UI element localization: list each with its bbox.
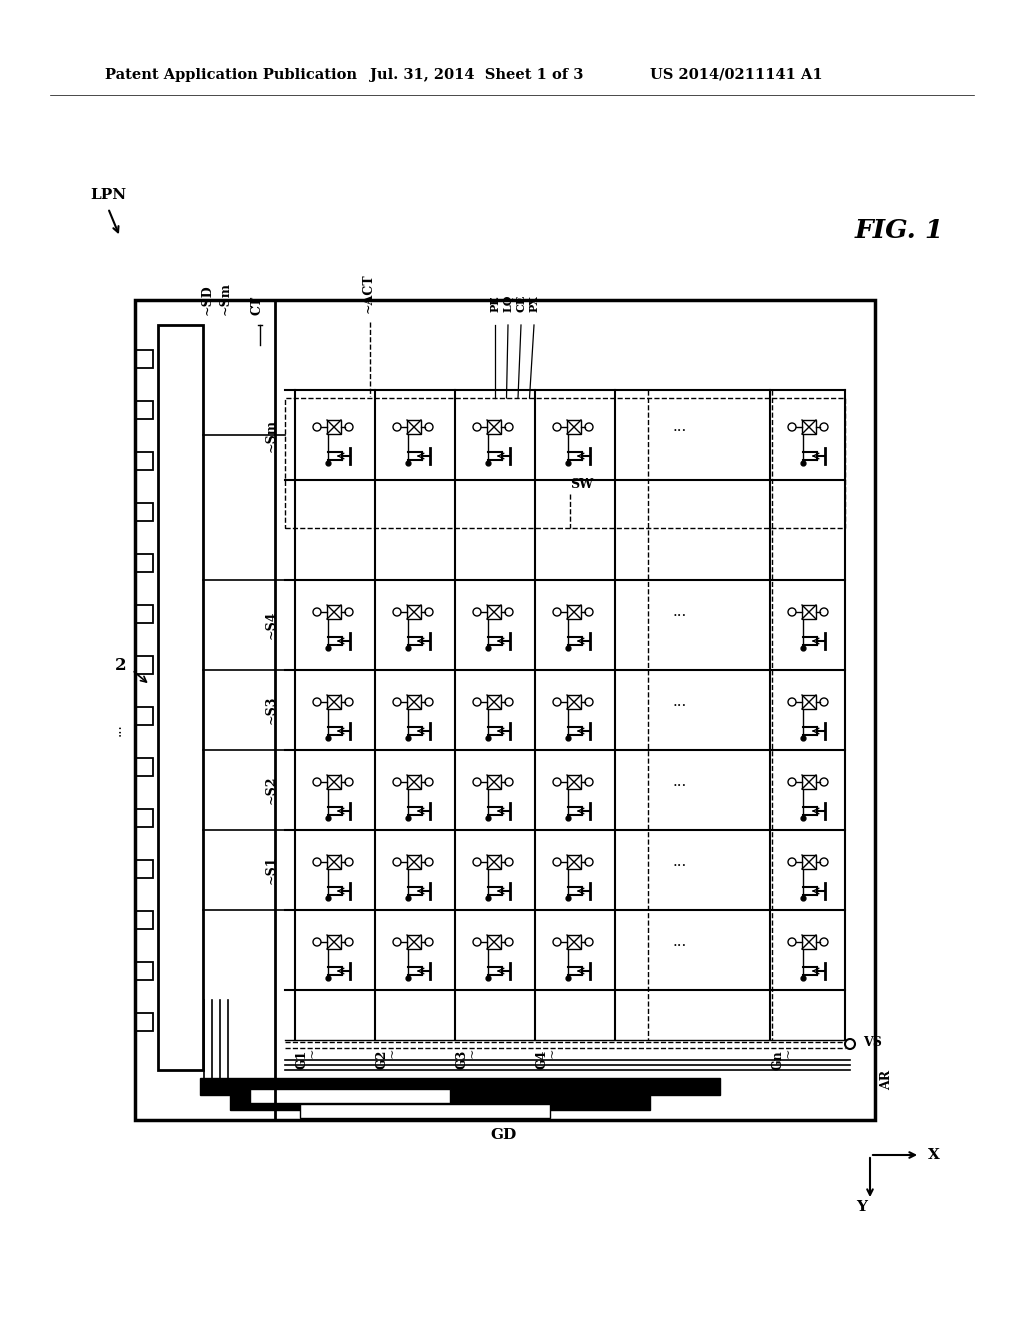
Text: G1: G1: [296, 1049, 308, 1069]
Text: PX: PX: [528, 296, 540, 312]
Text: FIG. 1: FIG. 1: [855, 218, 944, 243]
Bar: [250, 1089, 450, 1104]
Text: ...: ...: [673, 855, 687, 869]
Bar: [802, 935, 816, 949]
Bar: [407, 855, 421, 869]
Text: ...: ...: [673, 775, 687, 789]
Bar: [135, 911, 153, 929]
Bar: [327, 775, 341, 789]
Bar: [135, 861, 153, 878]
Text: ~ACT: ~ACT: [361, 273, 375, 313]
Text: PE: PE: [489, 296, 501, 312]
Text: ~S3: ~S3: [264, 696, 278, 725]
Bar: [487, 420, 501, 434]
Text: ~: ~: [466, 1048, 478, 1059]
Text: ...: ...: [673, 605, 687, 619]
Bar: [327, 696, 341, 709]
Bar: [487, 696, 501, 709]
Bar: [135, 300, 874, 1119]
Text: ~Sm: ~Sm: [264, 418, 278, 451]
Text: ~Sm: ~Sm: [218, 282, 231, 315]
Text: ~: ~: [385, 1048, 398, 1059]
Bar: [407, 420, 421, 434]
Bar: [567, 420, 581, 434]
Bar: [567, 775, 581, 789]
Bar: [487, 855, 501, 869]
Text: LQ: LQ: [503, 294, 513, 312]
Bar: [567, 605, 581, 619]
Text: ~: ~: [305, 1048, 318, 1059]
Bar: [135, 708, 153, 725]
Text: LPN: LPN: [90, 187, 126, 202]
Bar: [135, 554, 153, 572]
Bar: [300, 1104, 550, 1118]
Bar: [802, 696, 816, 709]
Bar: [135, 809, 153, 828]
Text: CE: CE: [515, 294, 526, 312]
Bar: [802, 605, 816, 619]
Bar: [407, 935, 421, 949]
Bar: [135, 962, 153, 979]
Text: Y: Y: [856, 1200, 867, 1214]
Bar: [135, 350, 153, 368]
Text: G3: G3: [456, 1049, 469, 1069]
Bar: [327, 935, 341, 949]
Text: 2: 2: [115, 656, 127, 673]
Bar: [158, 325, 203, 1071]
Bar: [135, 605, 153, 623]
Bar: [487, 775, 501, 789]
Bar: [407, 775, 421, 789]
Text: AR: AR: [880, 1071, 893, 1090]
Text: ...: ...: [110, 723, 124, 737]
Text: G4: G4: [536, 1049, 549, 1069]
Text: ~S2: ~S2: [264, 776, 278, 804]
Bar: [135, 503, 153, 521]
Bar: [135, 451, 153, 470]
Bar: [135, 401, 153, 418]
Text: ~SD: ~SD: [201, 284, 213, 315]
Bar: [327, 605, 341, 619]
Text: ~: ~: [546, 1048, 558, 1059]
Text: SW: SW: [570, 479, 593, 491]
Bar: [487, 605, 501, 619]
Text: ~S4: ~S4: [264, 611, 278, 639]
Text: ...: ...: [673, 696, 687, 709]
Text: Gn: Gn: [771, 1049, 784, 1069]
Bar: [487, 935, 501, 949]
Text: G2: G2: [376, 1049, 388, 1069]
Text: Jul. 31, 2014  Sheet 1 of 3: Jul. 31, 2014 Sheet 1 of 3: [370, 69, 584, 82]
Text: ...: ...: [673, 935, 687, 949]
Bar: [802, 775, 816, 789]
Bar: [407, 605, 421, 619]
Bar: [135, 758, 153, 776]
Bar: [135, 1012, 153, 1031]
Bar: [802, 420, 816, 434]
Bar: [285, 399, 845, 528]
Text: GD: GD: [490, 1129, 516, 1142]
Text: CT: CT: [251, 296, 263, 315]
Bar: [327, 855, 341, 869]
Text: X: X: [928, 1148, 940, 1162]
Bar: [200, 1078, 720, 1096]
Bar: [567, 855, 581, 869]
Text: VS: VS: [863, 1035, 882, 1048]
Text: ~: ~: [781, 1048, 795, 1059]
Bar: [327, 420, 341, 434]
Bar: [567, 696, 581, 709]
Bar: [407, 696, 421, 709]
Bar: [802, 855, 816, 869]
Text: ...: ...: [673, 420, 687, 434]
Text: US 2014/0211141 A1: US 2014/0211141 A1: [650, 69, 822, 82]
Bar: [135, 656, 153, 675]
Text: ~S1: ~S1: [264, 855, 278, 884]
Bar: [567, 935, 581, 949]
Text: Patent Application Publication: Patent Application Publication: [105, 69, 357, 82]
Bar: [230, 1096, 650, 1110]
